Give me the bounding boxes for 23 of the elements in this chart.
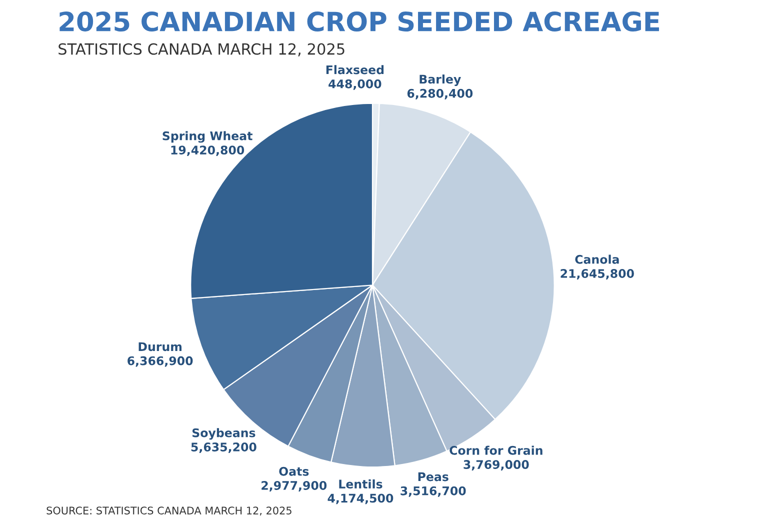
slice-label: Soybeans — [192, 428, 256, 440]
data-label: 21,645,800 — [560, 269, 634, 280]
slice-label: Corn for Grain — [450, 446, 542, 455]
data-label: 6,280,400 — [407, 88, 473, 100]
data-label: 6,366,900 — [128, 356, 193, 367]
slice-label: Canola — [575, 254, 619, 264]
data-label: 448,000 — [328, 79, 382, 90]
chart-subtitle: STATISTICS CANADA MARCH 12, 2025 — [58, 43, 344, 56]
slice-label: Peas — [418, 472, 448, 482]
source-note: SOURCE: STATISTICS CANADA MARCH 12, 2025 — [46, 506, 292, 516]
data-label: 5,635,200 — [191, 442, 256, 453]
data-label: 3,516,700 — [400, 486, 466, 497]
slice-label: Oats — [279, 466, 309, 476]
data-label: 4,174,500 — [328, 494, 394, 504]
slice-label: Lentils — [339, 479, 382, 489]
slice-label: Durum — [138, 342, 182, 352]
slice-label: Flaxseed — [326, 65, 384, 74]
data-label: 19,420,800 — [171, 146, 244, 156]
slice-label: Barley — [420, 74, 461, 86]
slice-label: Spring Wheat — [162, 131, 252, 143]
data-label: 3,769,000 — [464, 460, 529, 470]
chart-title: 2025 CANADIAN CROP SEEDED ACREAGE — [60, 12, 659, 32]
data-label: 2,977,900 — [262, 481, 327, 492]
